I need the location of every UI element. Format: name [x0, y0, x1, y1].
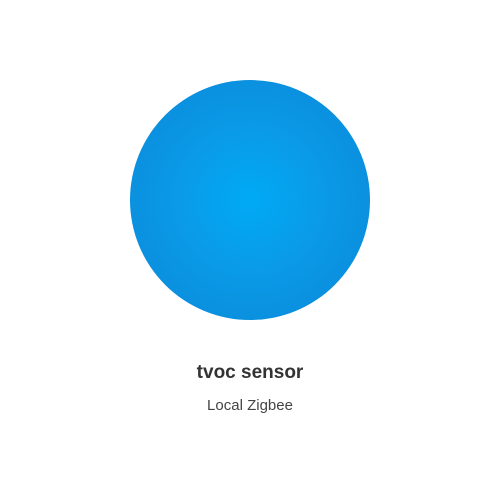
device-name: tvoc sensor	[196, 362, 304, 383]
device-integration-label: Local Zigbee	[207, 397, 293, 414]
device-orb-icon	[130, 80, 370, 320]
